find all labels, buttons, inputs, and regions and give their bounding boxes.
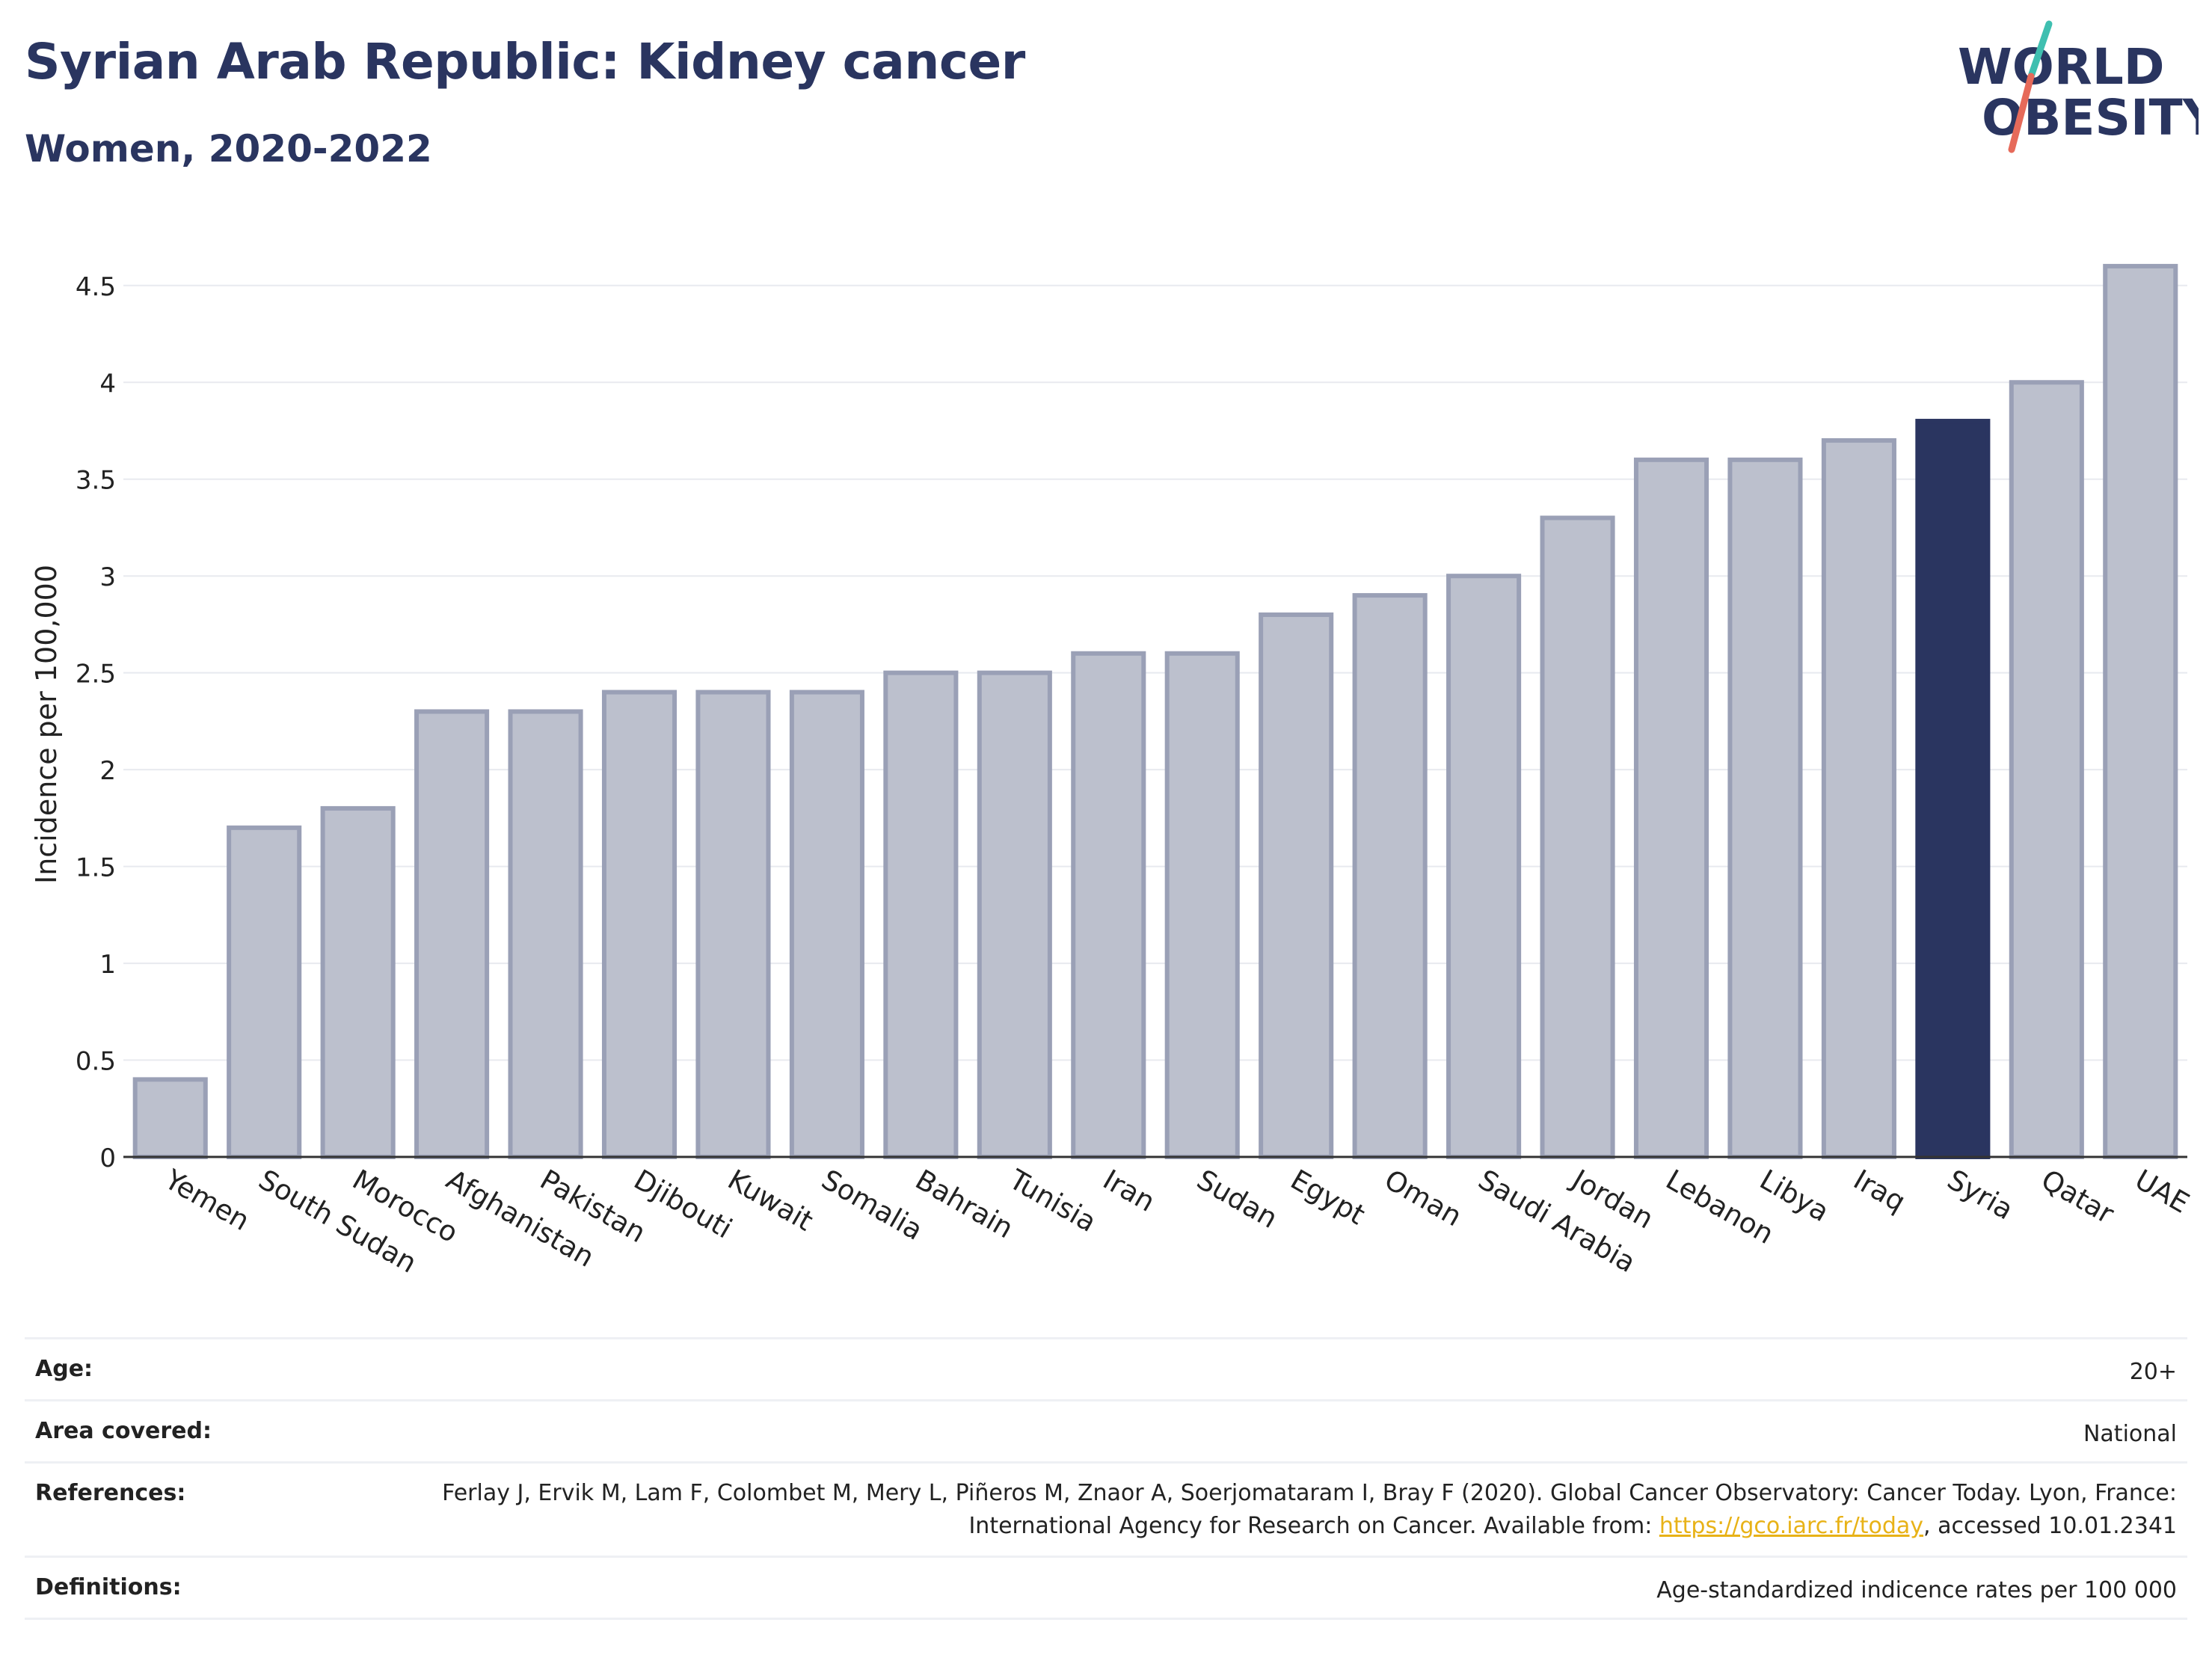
bar-qatar [2009, 380, 2084, 1159]
logo-slash-teal [2027, 20, 2053, 80]
meta-definitions-value: Age-standardized indicence rates per 100… [1656, 1577, 2177, 1603]
world-obesity-logo: WORLD OBESITY [1958, 20, 2199, 153]
logo-slash-coral [2008, 73, 2035, 153]
bar-jordan [1540, 515, 1615, 1159]
bar-uae [2103, 263, 2178, 1159]
bar-pakistan [508, 709, 583, 1159]
x-tick-label: Djibouti [629, 1164, 738, 1245]
x-tick-label: Iraq [1848, 1164, 1911, 1218]
bar-sudan [1164, 651, 1240, 1159]
bar-yemen [132, 1077, 208, 1160]
bar-iraq [1821, 437, 1896, 1159]
x-tick-label: Syria [1942, 1164, 2019, 1226]
meta-row-area: Area covered: National [25, 1399, 2187, 1461]
x-tick-label: Somalia [816, 1164, 928, 1247]
bar-djibouti [601, 690, 678, 1159]
x-tick-label: Egypt [1285, 1164, 1371, 1232]
bar-somalia [789, 690, 864, 1159]
meta-definitions-label: Definitions: [35, 1574, 182, 1600]
x-tick-label: UAE [2130, 1164, 2195, 1220]
meta-row-references: References: Ferlay J, Ervik M, Lam F, Co… [25, 1461, 2187, 1556]
x-tick-label: Tunisia [1003, 1163, 1102, 1238]
x-tick-label: Yemen [159, 1163, 255, 1237]
chart-subtitle: Women, 2020-2022 [25, 127, 432, 171]
x-tick-label: Qatar [2036, 1164, 2119, 1231]
meta-references-label: References: [35, 1480, 186, 1506]
y-axis-title: Incidence per 100,000 [30, 565, 63, 884]
meta-area-value: National [2083, 1421, 2177, 1447]
y-tick-label: 0 [99, 1143, 116, 1173]
meta-age-label: Age: [35, 1356, 93, 1382]
bar-morocco [320, 805, 396, 1160]
x-tick-label: Oman [1379, 1164, 1467, 1233]
logo-line-1: WORLD [1958, 38, 2165, 96]
x-tick-label: Iran [1098, 1164, 1161, 1218]
references-text: Ferlay J, Ervik M, Lam F, Colombet M, Me… [442, 1480, 2177, 1539]
bar-syria [1915, 419, 1991, 1159]
meta-row-definitions: Definitions: Age-standardized indicence … [25, 1556, 2187, 1620]
bar-oman [1352, 593, 1428, 1159]
bar-bahrain [883, 670, 959, 1159]
y-tick-label: 1.5 [76, 853, 116, 883]
chart-title: Syrian Arab Republic: Kidney cancer [25, 33, 1025, 90]
bar-libya [1727, 457, 1803, 1159]
metadata-table: Age: 20+ Area covered: National Referenc… [25, 1337, 2187, 1620]
y-tick-label: 2.5 [76, 660, 116, 690]
bar-south-sudan [227, 825, 302, 1159]
x-tick-label: Kuwait [722, 1164, 819, 1238]
y-tick-label: 4 [99, 369, 116, 399]
y-tick-label: 0.5 [76, 1047, 116, 1077]
x-tick-label: Saudi Arabia [1473, 1164, 1641, 1280]
meta-area-label: Area covered: [35, 1418, 212, 1444]
y-tick-label: 3.5 [76, 466, 116, 496]
references-link[interactable]: https://gco.iarc.fr/today [1659, 1513, 1924, 1539]
meta-references-value: Ferlay J, Ervik M, Lam F, Colombet M, Me… [382, 1477, 2177, 1543]
bar-tunisia [977, 670, 1052, 1159]
x-tick-label: Sudan [1191, 1164, 1282, 1235]
y-tick-label: 3 [99, 562, 116, 592]
bar-kuwait [695, 690, 771, 1159]
bar-iran [1071, 651, 1146, 1159]
y-tick-label: 2 [99, 756, 116, 786]
x-tick-label: Lebanon [1661, 1164, 1780, 1250]
bar-afghanistan [414, 709, 490, 1159]
x-tick-label: South Sudan [254, 1164, 423, 1280]
y-tick-label: 4.5 [76, 272, 116, 302]
y-tick-label: 1 [99, 950, 116, 980]
x-tick-label: Bahrain [910, 1164, 1019, 1245]
bar-egypt [1259, 612, 1334, 1159]
bar-layer [132, 263, 2178, 1160]
references-text-end: , accessed 10.01.2341 [1923, 1513, 2177, 1539]
bar-saudi-arabia [1446, 574, 1522, 1159]
meta-row-age: Age: 20+ [25, 1337, 2187, 1399]
meta-age-value: 20+ [2129, 1359, 2177, 1385]
bar-lebanon [1633, 457, 1709, 1159]
